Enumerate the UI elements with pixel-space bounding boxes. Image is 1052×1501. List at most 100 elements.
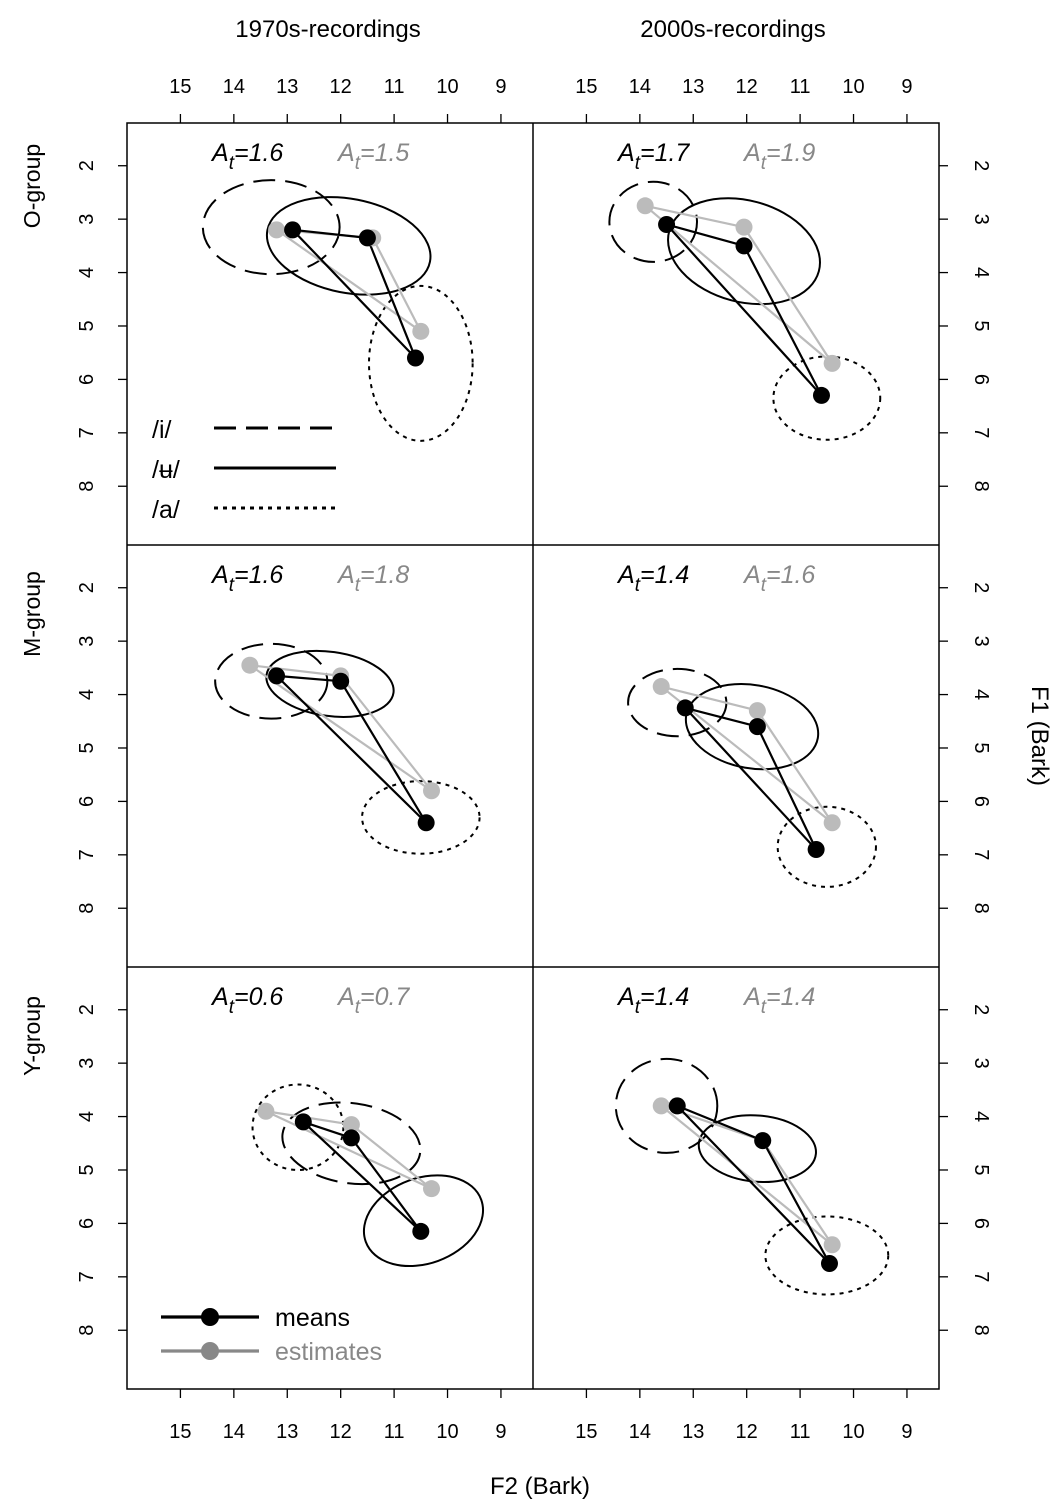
y-tick-label-left: 3 [76,1058,98,1069]
y-tick-label-left: 6 [76,374,98,385]
estimates-point-a [423,782,440,800]
x-tick-label-top: 13 [276,76,298,98]
y-tick-label-right: 8 [970,481,992,492]
at-means-label: At=1.4 [616,983,689,1018]
means-point-i [284,221,302,239]
y-tick-label-right: 3 [970,636,992,647]
row-title-m-group: M-group [19,571,45,657]
x-tick-label-top: 10 [436,76,458,98]
at-estimates-label: At=1.5 [336,139,409,174]
y-tick-label-left: 8 [76,1325,98,1336]
y-tick-label-right: 3 [970,1058,992,1069]
means-point-a [406,349,424,367]
x-tick-label-top: 15 [169,76,191,98]
y-tick-label-left: 4 [76,689,98,700]
estimates-point-u [748,702,766,720]
means-point-u [735,237,753,255]
estimates-point-a [823,814,841,832]
x-tick-label-bottom: 11 [790,1421,811,1443]
panel-m-group-2000s: At=1.4 At=1.6 [616,561,877,888]
means-point-a [412,1222,430,1240]
y-tick-label-left: 8 [76,481,98,492]
at-estimates-label: At=1.8 [336,561,409,596]
at-estimates-label: At=0.7 [336,983,410,1018]
x-tick-label-bottom: 14 [629,1421,651,1443]
series-legend: means estimates [161,1304,382,1366]
means-point-a [820,1254,838,1272]
means-triangle [291,228,417,360]
y-tick-label-right: 5 [970,1164,992,1175]
y-tick-label-left: 2 [76,160,98,171]
panel-o-group-2000s: At=1.7 At=1.9 [608,139,882,441]
means-triangle [275,674,428,824]
means-point-i [268,667,286,685]
estimates-triangle [248,664,433,792]
estimates-point-a [823,354,841,372]
y-tick-label-right: 4 [970,1111,992,1122]
estimates-point-i [636,197,654,215]
y-tick-label-right: 8 [970,903,992,914]
y-tick-label-left: 2 [76,1004,98,1015]
y-tick-label-left: 7 [76,1271,98,1282]
column-title-2000s: 2000s-recordings [640,16,825,43]
estimates-point-a [823,1236,841,1254]
x-tick-label-bottom: 10 [436,1421,458,1443]
x-tick-label-top: 9 [495,76,506,98]
row-title-o-group: O-group [19,144,45,228]
ellipse-u [265,196,432,296]
y-tick-label-left: 5 [76,742,98,753]
vowel-legend-label: /ʉ/ [152,456,180,484]
at-means-label: At=1.7 [616,139,690,174]
ellipse-i [214,642,329,720]
y-tick-label-left: 4 [76,1111,98,1122]
ellipse-i [201,179,341,276]
means-point-a [812,386,830,404]
series-legend-label: estimates [275,1338,382,1366]
at-means-label: At=1.6 [210,561,283,596]
y-tick-label-left: 5 [76,320,98,331]
x-tick-label-bottom: 13 [276,1421,298,1443]
estimates-triangle [644,204,834,365]
y-tick-label-left: 8 [76,903,98,914]
y-tick-label-right: 6 [970,796,992,807]
estimates-point-i [241,656,259,674]
y-axis-label: F1 (Bark) [1026,686,1052,786]
y-tick-label-right: 2 [970,160,992,171]
x-tick-label-top: 13 [682,76,704,98]
means-point-a [807,840,825,858]
vowel-legend-label: /i/ [152,416,172,444]
y-tick-label-left: 2 [76,582,98,593]
y-tick-label-right: 2 [970,1004,992,1015]
vowel-legend: /i/ /ʉ/ /a/ [152,416,336,524]
means-point-u [342,1129,360,1147]
means-point-u [748,718,766,736]
y-tick-label-left: 3 [76,214,98,225]
x-tick-label-bottom: 11 [384,1421,405,1443]
estimates-triangle [660,685,834,824]
panel-m-group-1970s: At=1.6 At=1.8 [210,561,481,855]
ellipse-a [772,355,882,441]
ellipse-u [265,649,395,718]
means-point-i [676,699,694,717]
x-tick-label-bottom: 10 [842,1421,864,1443]
at-estimates-label: At=1.9 [742,139,815,174]
means-point-u [358,229,376,247]
x-axis-label: F2 (Bark) [490,1473,590,1500]
at-means-label: At=0.6 [210,983,283,1018]
series-legend-label: means [275,1304,350,1332]
y-tick-label-right: 6 [970,1218,992,1229]
estimates-point-i [268,221,286,239]
y-tick-label-right: 5 [970,742,992,753]
ellipse-u [362,1174,485,1268]
estimates-triangle [660,1104,834,1246]
at-estimates-label: At=1.4 [742,983,815,1018]
series-legend-marker [201,1342,219,1360]
ellipse-i [281,1101,422,1186]
ellipse-a [764,1215,890,1296]
y-tick-label-right: 6 [970,374,992,385]
x-tick-label-top: 14 [629,76,651,98]
y-tick-label-left: 6 [76,796,98,807]
means-point-a [417,814,435,832]
panel-o-group-1970s: At=1.6 At=1.5 [201,139,474,442]
